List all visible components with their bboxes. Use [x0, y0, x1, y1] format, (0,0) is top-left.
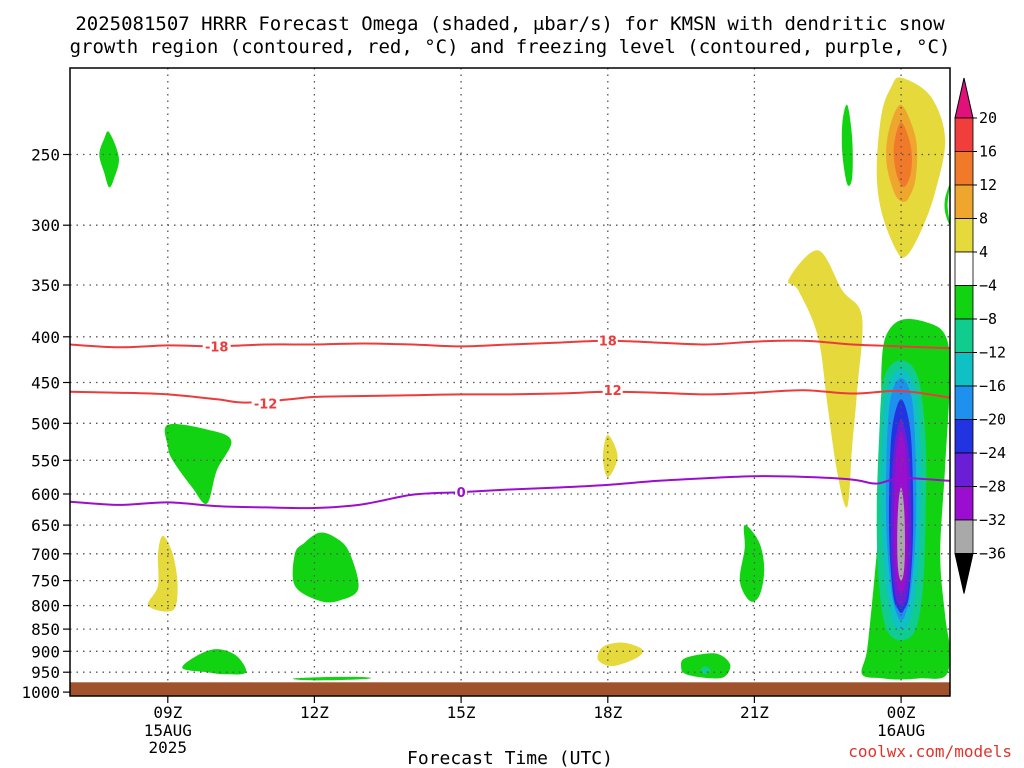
y-tick-label-750: 750	[31, 572, 60, 591]
colorbar-label: 4	[979, 243, 988, 261]
colorbar-label: −28	[979, 478, 1006, 496]
omega-region-8	[99, 131, 120, 188]
colorbar-swatch-1	[954, 151, 974, 186]
y-tick-label-600: 600	[31, 485, 60, 504]
omega-region-22	[147, 535, 178, 612]
colorbar-swatch-9	[954, 419, 974, 454]
y-tick-label-900: 900	[31, 642, 60, 661]
contour-0	[69, 475, 951, 510]
colorbar-swatch-12	[954, 519, 974, 554]
y-tick-label-650: 650	[31, 516, 60, 535]
pressure-axis: 250 300 350 400 450 500 550 600 650 700 750 800 850 9…	[21, 146, 70, 702]
contour-label-bg	[251, 395, 280, 411]
colorbar-label: −16	[979, 377, 1006, 395]
contour--12	[69, 389, 951, 404]
contour-label-bg	[602, 382, 623, 398]
colorbar-swatch-3	[954, 218, 974, 253]
colorbar-label: 12	[979, 176, 997, 194]
y-tick-label-300: 300	[31, 216, 60, 235]
y-tick-label-700: 700	[31, 545, 60, 564]
x-tick-label-21Z: 21Z	[740, 703, 769, 722]
omega-colorbar: 20 16 12 8 4 −4 −8 −12 −16 −20 −24 −28 −32 −36	[954, 77, 1006, 594]
colorbar-swatch-2	[954, 184, 974, 219]
colorbar-swatch-0	[954, 117, 974, 152]
colorbar-swatch-5	[954, 285, 974, 320]
y-tick-label-550: 550	[31, 451, 60, 470]
omega-region-7	[897, 487, 905, 581]
x-tick-sublabel: 16AUG	[877, 721, 925, 740]
colorbar-label: −36	[979, 545, 1006, 563]
contour-label-0: 0	[457, 486, 466, 501]
omega-region-9	[164, 424, 232, 505]
omega-region-14	[681, 653, 731, 679]
colorbar-bottom-arrow	[954, 553, 974, 594]
colorbar-swatch-4	[954, 251, 974, 286]
y-tick-label-850: 850	[31, 620, 60, 639]
credit-link[interactable]: coolwx.com/models	[848, 742, 1012, 761]
x-tick-sublabel: 2025	[149, 738, 188, 757]
omega-region-12	[293, 676, 372, 681]
y-tick-label-800: 800	[31, 597, 60, 616]
y-tick-label-400: 400	[31, 328, 60, 347]
y-tick-label-1000: 1000	[21, 683, 60, 702]
colorbar-label: −8	[979, 310, 997, 328]
plot-area	[70, 68, 950, 696]
colorbar-label: −12	[979, 344, 1006, 362]
temperature-contours: -18 18 -12 12 0	[69, 332, 951, 510]
y-tick-label-250: 250	[31, 146, 60, 165]
colorbar-swatch-11	[954, 486, 974, 521]
contour-label-bg	[202, 338, 231, 354]
omega-region-13	[739, 525, 765, 602]
x-tick-label-00Z: 00Z	[887, 703, 916, 722]
omega-shaded-regions	[99, 77, 950, 681]
y-tick-label-950: 950	[31, 663, 60, 682]
omega-region-24	[597, 642, 643, 667]
colorbar-label: −4	[979, 277, 997, 295]
contour-label-bg	[455, 484, 468, 500]
ground-surface	[70, 682, 950, 696]
x-tick-label-09Z: 09Z	[153, 703, 182, 722]
colorbar-label: 16	[979, 143, 997, 161]
x-tick-label-15Z: 15Z	[447, 703, 476, 722]
omega-region-11	[182, 649, 247, 675]
colorbar-swatch-7	[954, 352, 974, 387]
y-tick-label-350: 350	[31, 276, 60, 295]
x-axis-label: Forecast Time (UTC)	[407, 748, 613, 768]
title-line-2: growth region (contoured, red, °C) and f…	[70, 36, 951, 58]
y-tick-label-500: 500	[31, 414, 60, 433]
contour-label--18: -18	[205, 340, 229, 355]
omega-region-10	[292, 532, 359, 603]
omega-region-16	[841, 104, 853, 186]
x-tick-label-12Z: 12Z	[300, 703, 329, 722]
colorbar-label: 20	[979, 109, 997, 127]
contour-label--12: 12	[604, 384, 622, 399]
y-tick-label-450: 450	[31, 374, 60, 393]
omega-region-23	[602, 434, 618, 478]
contour-label--18: 18	[599, 335, 617, 350]
colorbar-swatch-10	[954, 452, 974, 487]
colorbar-swatch-6	[954, 318, 974, 353]
colorbar-label: −32	[979, 511, 1006, 529]
colorbar-label: 8	[979, 210, 988, 228]
contour-label--12: -12	[254, 397, 278, 412]
colorbar-top-arrow	[954, 77, 974, 119]
title-line-1: 2025081507 HRRR Forecast Omega (shaded, …	[75, 13, 945, 35]
omega-region-17	[944, 184, 950, 226]
omega-region-21	[787, 250, 863, 508]
colorbar-label: −20	[979, 411, 1006, 429]
contour-label-bg	[597, 332, 618, 348]
chart-title: 2025081507 HRRR Forecast Omega (shaded, …	[70, 13, 951, 58]
colorbar-swatch-8	[954, 385, 974, 420]
colorbar-label: −24	[979, 444, 1006, 462]
x-tick-label-18Z: 18Z	[593, 703, 622, 722]
x-tick-sublabel: 15AUG	[144, 721, 192, 740]
